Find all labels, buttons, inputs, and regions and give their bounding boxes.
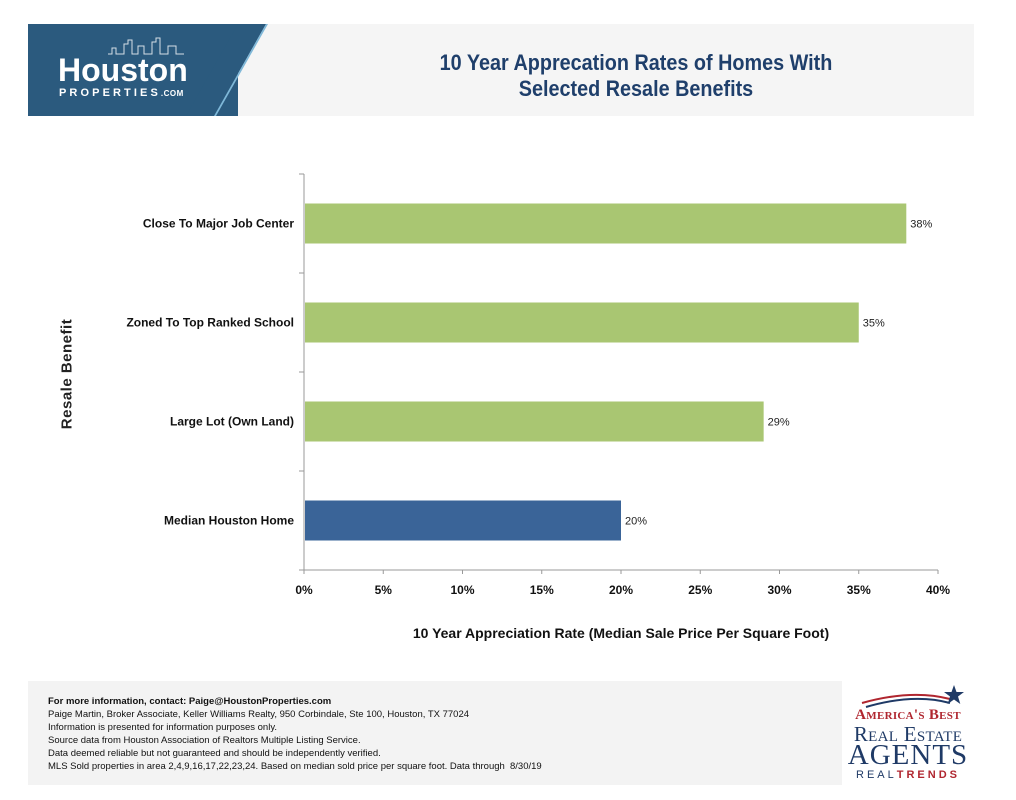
bar-chart: 0% 5% 10% 15% 20% 25% 30% 35% 40% 38% Close To Maj…	[126, 173, 950, 597]
star-icon	[861, 685, 964, 708]
x-tick-label: 20%	[609, 583, 633, 597]
bar	[305, 500, 621, 541]
x-tick-label: 0%	[295, 583, 313, 597]
category-label: Close To Major Job Center	[143, 217, 294, 231]
chart-title-line2: Selected Resale Benefits	[518, 76, 754, 101]
x-tick-label: 35%	[847, 583, 871, 597]
footer: For more information, contact: Paige@Hou…	[28, 681, 974, 785]
data-label: 29%	[768, 417, 790, 429]
badge-line1: America's Best	[855, 707, 961, 723]
badge-trends: TRENDS	[896, 769, 960, 781]
category-label: Large Lot (Own Land)	[170, 415, 294, 429]
footer-line: Paige Martin, Broker Associate, Keller W…	[48, 709, 470, 720]
y-axis-label: Resale Benefit	[58, 318, 76, 430]
chart-title-line1: 10 Year Apprecation Rates of Homes With	[439, 50, 833, 75]
x-axis-label: 10 Year Appreciation Rate (Median Sale P…	[412, 625, 830, 641]
x-tick-label: 40%	[926, 583, 950, 597]
footer-line: Data deemed reliable but not guaranteed …	[48, 748, 381, 759]
footer-date: 8/30/19	[510, 761, 542, 772]
data-label: 38%	[910, 219, 932, 231]
x-tick-label: 15%	[530, 583, 554, 597]
chart-title: 10 Year Apprecation Rates of Homes With …	[330, 50, 942, 102]
category-label: Median Houston Home	[164, 514, 294, 528]
footer-line: Source data from Houston Association of …	[48, 735, 361, 746]
houston-properties-logo: Houston PROPERTIES.COM	[28, 24, 268, 116]
badge-line4: REALTRENDS	[842, 769, 974, 781]
header-band: Houston PROPERTIES.COM 10 Year Apprecati…	[28, 24, 974, 116]
bar	[305, 401, 764, 442]
bar	[305, 302, 859, 343]
x-tick-label: 25%	[688, 583, 712, 597]
data-label: 35%	[863, 318, 885, 330]
bar	[305, 203, 907, 244]
badge-line3: AGENTS	[847, 739, 969, 771]
badge-real: REAL	[856, 769, 897, 781]
footer-line: MLS Sold properties in area 2,4,9,16,17,…	[48, 761, 505, 772]
x-tick-label: 5%	[375, 583, 393, 597]
logo-main-text: Houston	[58, 52, 188, 88]
footer-disclaimer: For more information, contact: Paige@Hou…	[48, 695, 568, 773]
category-label: Zoned To Top Ranked School	[126, 316, 294, 330]
footer-contact: For more information, contact: Paige@Hou…	[48, 696, 332, 707]
footer-line: Information is presented for information…	[48, 722, 277, 733]
americas-best-agents-badge: America's Best Real Estate AGENTS REALTR…	[842, 681, 974, 785]
x-tick-label: 30%	[767, 583, 791, 597]
badge-line2: Real Estate	[853, 722, 963, 746]
data-label: 20%	[625, 516, 647, 528]
logo-sub-text: PROPERTIES.COM	[59, 87, 184, 99]
x-tick-label: 10%	[450, 583, 474, 597]
